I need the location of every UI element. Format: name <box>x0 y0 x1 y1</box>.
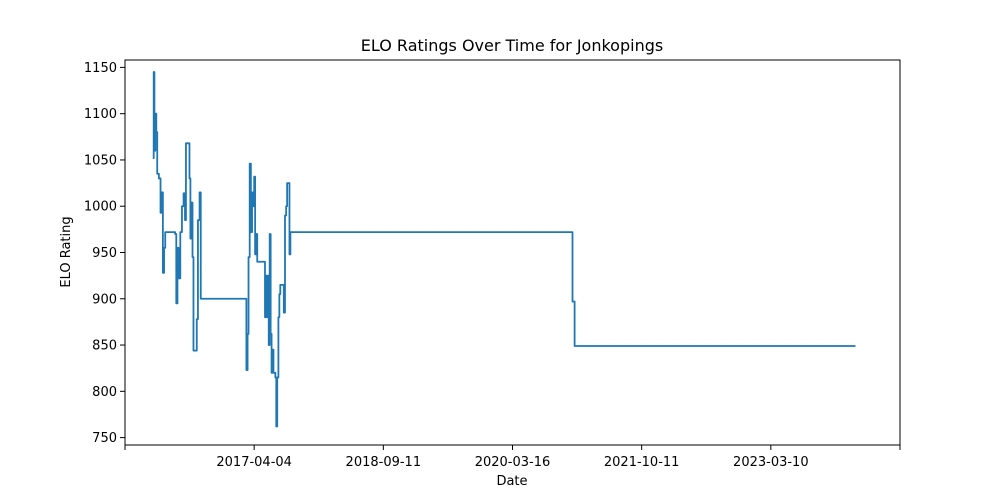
y-tick-label: 950 <box>92 246 117 261</box>
y-tick-label: 750 <box>92 431 117 446</box>
plot-area-frame <box>124 59 901 446</box>
y-tick-label: 900 <box>92 292 117 307</box>
y-tick-label: 1050 <box>84 153 117 168</box>
x-tick-label: 2023-03-10 <box>733 455 809 470</box>
y-axis-label: ELO Rating <box>59 216 74 287</box>
y-tick-label: 1100 <box>84 107 117 122</box>
x-tick-label: 2017-04-04 <box>216 455 292 470</box>
x-tick-label: 2018-09-11 <box>346 455 422 470</box>
series-layer <box>152 71 856 428</box>
y-axis: 750 800 850 900 950 1000 1050 1100 1150 <box>84 61 125 446</box>
y-tick-label: 850 <box>92 339 117 354</box>
chart-title: ELO Ratings Over Time for Jonkopings <box>361 36 663 55</box>
y-tick-label: 1150 <box>84 61 117 76</box>
x-tick-label: 2020-03-16 <box>475 455 551 470</box>
y-tick-label: 800 <box>92 385 117 400</box>
x-tick-label: 2021-10-11 <box>604 455 680 470</box>
series-line <box>152 71 856 428</box>
y-tick-label: 1000 <box>84 200 117 215</box>
x-axis: 2017-04-04 2018-09-11 2020-03-16 2021-10-11… <box>124 445 901 470</box>
x-axis-label: Date <box>496 474 527 489</box>
